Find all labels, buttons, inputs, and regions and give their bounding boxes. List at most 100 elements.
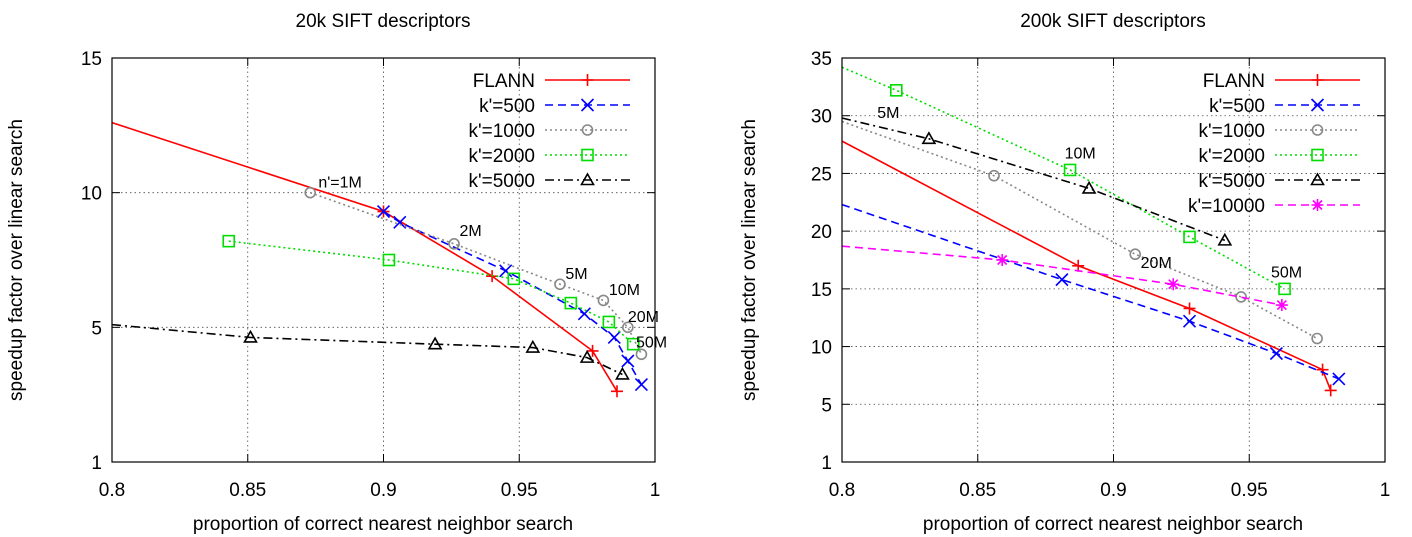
legend-item: k'=5000 bbox=[1199, 171, 1360, 192]
series-line bbox=[841, 245, 1282, 306]
x-tick-label: 0.8 bbox=[829, 480, 855, 501]
x-tick-label: 0.95 bbox=[501, 480, 538, 501]
data-point bbox=[610, 385, 623, 398]
y-axis-label: speedup factor over linear search bbox=[6, 119, 27, 401]
legend-marker bbox=[1311, 199, 1324, 211]
legend-marker bbox=[580, 98, 595, 112]
legend: FLANN k'=500 k'=1000 k'=2000 k'=5000 bbox=[469, 71, 630, 192]
legend-item: k'=2000 bbox=[469, 146, 630, 167]
y-tick-label: 1 bbox=[821, 453, 832, 474]
legend-label: k'=1000 bbox=[469, 121, 536, 142]
legend-item: k'=2000 bbox=[1199, 146, 1360, 167]
data-point bbox=[382, 253, 396, 267]
annotation-label: n'=1M bbox=[318, 174, 362, 191]
data-point bbox=[921, 131, 937, 145]
data-point bbox=[1316, 363, 1329, 376]
annotation-label: 20M bbox=[1141, 255, 1172, 272]
legend-marker bbox=[1310, 98, 1325, 112]
y-tick-label: 20 bbox=[811, 222, 832, 243]
series-line bbox=[383, 210, 643, 385]
legend-marker bbox=[581, 124, 594, 136]
y-tick-label: 1 bbox=[91, 453, 102, 474]
legend-item: k'=1000 bbox=[469, 121, 630, 142]
data-point bbox=[1269, 346, 1283, 361]
data-point bbox=[615, 366, 630, 380]
x-axis-label: proportion of correct nearest neighbor s… bbox=[193, 514, 573, 535]
data-point bbox=[1275, 299, 1288, 312]
legend-item: FLANN bbox=[1203, 71, 1360, 92]
series-k500 bbox=[841, 203, 1346, 386]
data-point bbox=[1324, 384, 1337, 397]
series-group bbox=[841, 66, 1346, 397]
series-k5000 bbox=[841, 117, 1233, 246]
data-point bbox=[607, 330, 621, 344]
x-tick-label: 0.9 bbox=[370, 480, 396, 501]
legend-marker bbox=[580, 172, 595, 186]
annotation-label: 50M bbox=[636, 335, 667, 352]
legend-label: FLANN bbox=[1203, 71, 1265, 92]
data-point bbox=[1183, 230, 1196, 244]
legend-marker bbox=[1310, 172, 1325, 186]
legend-item: k'=5000 bbox=[469, 171, 630, 192]
data-point bbox=[602, 315, 616, 329]
legend-label: k'=10000 bbox=[1188, 196, 1265, 217]
annotation-label: 20M bbox=[628, 309, 659, 326]
y-tick-label: 35 bbox=[811, 49, 832, 70]
x-tick-label: 0.9 bbox=[1100, 480, 1126, 501]
data-point bbox=[597, 294, 610, 307]
data-point bbox=[1055, 273, 1069, 287]
series-line bbox=[841, 117, 1226, 242]
x-tick-label: 1 bbox=[1380, 480, 1391, 501]
data-point bbox=[554, 278, 566, 291]
data-point bbox=[1311, 332, 1323, 345]
data-point bbox=[564, 296, 578, 310]
x-tick-label: 0.85 bbox=[229, 480, 266, 501]
legend-label: k'=5000 bbox=[1199, 171, 1266, 192]
y-tick-label: 10 bbox=[811, 338, 832, 359]
series-line bbox=[228, 240, 634, 345]
y-tick-label: 15 bbox=[81, 49, 102, 70]
legend-label: k'=2000 bbox=[469, 146, 536, 167]
legend-marker bbox=[1311, 124, 1324, 136]
y-tick-label: 15 bbox=[811, 280, 832, 301]
data-point bbox=[988, 169, 1000, 182]
data-point bbox=[1278, 282, 1291, 296]
data-point bbox=[427, 336, 443, 350]
legend-item: FLANN bbox=[473, 71, 630, 92]
series-k5000 bbox=[111, 323, 630, 380]
series-line bbox=[841, 120, 1318, 340]
series-line bbox=[309, 191, 643, 355]
data-point bbox=[579, 350, 595, 363]
data-point bbox=[1081, 180, 1097, 194]
grid bbox=[112, 58, 655, 462]
legend-marker bbox=[1311, 74, 1324, 86]
x-tick-label: 0.85 bbox=[959, 480, 996, 501]
x-axis-label: proportion of correct nearest neighbor s… bbox=[923, 514, 1303, 535]
annotation-label: 10M bbox=[1065, 145, 1096, 162]
legend-marker bbox=[581, 74, 594, 86]
data-point bbox=[889, 84, 903, 97]
data-point bbox=[1129, 248, 1142, 261]
data-point bbox=[626, 337, 640, 351]
grid bbox=[842, 58, 1385, 462]
series-k10000 bbox=[841, 245, 1288, 312]
series-k1000 bbox=[304, 186, 648, 361]
y-tick-label: 10 bbox=[81, 184, 102, 205]
data-point bbox=[634, 378, 648, 392]
x-tick-label: 0.8 bbox=[99, 480, 125, 501]
data-point bbox=[635, 348, 648, 361]
data-point bbox=[1167, 278, 1180, 291]
annotation-label: 5M bbox=[565, 266, 587, 283]
annotation-label: 50M bbox=[1271, 264, 1302, 281]
annotation-label: 2M bbox=[460, 223, 482, 240]
annotation-label: 5M bbox=[877, 105, 899, 122]
legend-label: FLANN bbox=[473, 71, 535, 92]
annotation-label: 10M bbox=[609, 282, 640, 299]
y-axis-label: speedup factor over linear search bbox=[739, 119, 760, 401]
data-point bbox=[1063, 163, 1077, 177]
data-point bbox=[525, 339, 541, 353]
series-line bbox=[841, 66, 1285, 290]
